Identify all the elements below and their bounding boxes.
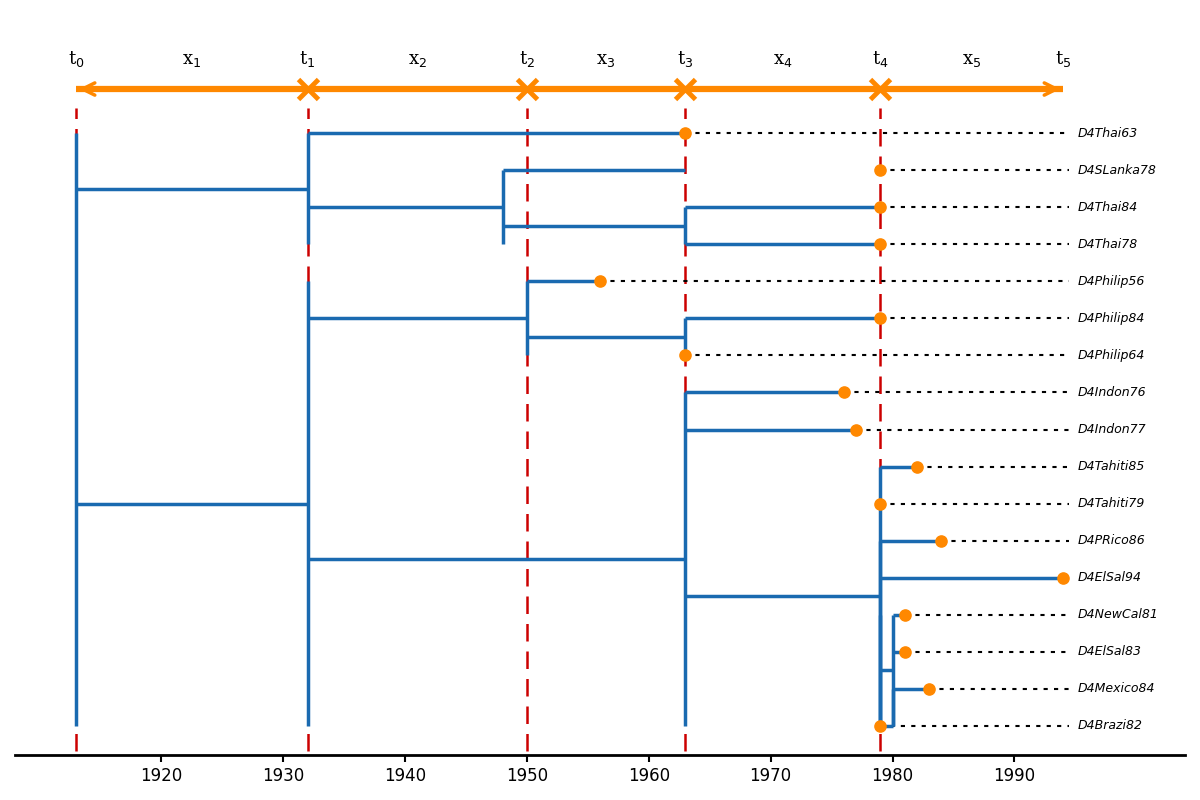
- Point: [871, 497, 890, 510]
- Text: D4PRico86: D4PRico86: [1078, 534, 1146, 547]
- Text: D4Philip56: D4Philip56: [1078, 275, 1145, 288]
- Text: x$_4$: x$_4$: [773, 50, 793, 69]
- Point: [919, 682, 938, 695]
- Point: [895, 608, 914, 621]
- Text: t$_5$: t$_5$: [1055, 49, 1072, 69]
- Text: D4Thai63: D4Thai63: [1078, 127, 1138, 140]
- Text: D4Thai78: D4Thai78: [1078, 238, 1138, 251]
- Text: x$_5$: x$_5$: [962, 50, 982, 69]
- Text: D4Thai84: D4Thai84: [1078, 201, 1138, 214]
- Point: [871, 312, 890, 325]
- Point: [676, 349, 695, 362]
- Text: D4Mexico84: D4Mexico84: [1078, 682, 1156, 695]
- Text: x$_1$: x$_1$: [182, 50, 202, 69]
- Text: D4SLanka78: D4SLanka78: [1078, 164, 1157, 177]
- Point: [834, 386, 853, 399]
- Point: [676, 127, 695, 140]
- Text: t$_0$: t$_0$: [67, 49, 84, 69]
- Point: [590, 275, 610, 288]
- Text: t$_2$: t$_2$: [518, 49, 535, 69]
- Text: t$_4$: t$_4$: [872, 49, 889, 69]
- Point: [871, 164, 890, 177]
- Text: D4Philip84: D4Philip84: [1078, 312, 1145, 325]
- Text: D4Tahiti85: D4Tahiti85: [1078, 460, 1145, 473]
- Text: D4Brazi82: D4Brazi82: [1078, 719, 1142, 732]
- Text: D4ElSal83: D4ElSal83: [1078, 645, 1141, 658]
- Text: t$_3$: t$_3$: [677, 49, 694, 69]
- Point: [931, 534, 950, 547]
- Point: [1054, 571, 1073, 584]
- Point: [895, 645, 914, 658]
- Text: t$_1$: t$_1$: [299, 49, 316, 69]
- Point: [871, 201, 890, 214]
- Point: [871, 719, 890, 732]
- Text: D4Philip64: D4Philip64: [1078, 349, 1145, 362]
- Text: D4Tahiti79: D4Tahiti79: [1078, 497, 1145, 510]
- Point: [907, 460, 926, 473]
- Point: [846, 423, 865, 436]
- Text: x$_2$: x$_2$: [408, 50, 427, 69]
- Text: x$_3$: x$_3$: [596, 50, 616, 69]
- Text: D4NewCal81: D4NewCal81: [1078, 608, 1159, 621]
- Point: [871, 238, 890, 251]
- Text: D4Indon76: D4Indon76: [1078, 386, 1146, 399]
- Text: D4ElSal94: D4ElSal94: [1078, 571, 1141, 584]
- Text: D4Indon77: D4Indon77: [1078, 423, 1146, 436]
